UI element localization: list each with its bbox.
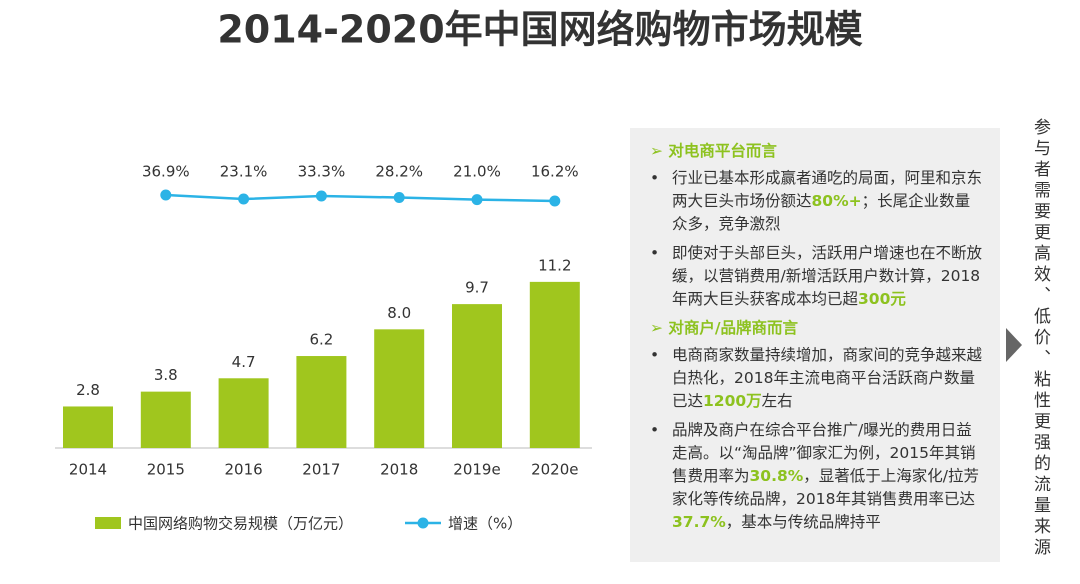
data-label: 11.2: [538, 256, 571, 274]
growth-marker: [549, 195, 561, 207]
section-heading: 对电商平台而言: [650, 140, 984, 163]
bullet-text: 即使对于头部巨头，活跃用户增速也在不断放缓，以营销费用/新增活跃用户数计算，20…: [672, 244, 983, 308]
bar: [63, 406, 113, 448]
bullet-text: 左右: [761, 392, 793, 410]
x-tick-label: 2019e: [453, 461, 500, 479]
arrow: [1006, 328, 1022, 362]
data-label: 21.0%: [453, 163, 501, 181]
data-label: 16.2%: [531, 163, 579, 181]
x-tick-label: 2015: [147, 461, 185, 479]
bar: [140, 391, 191, 448]
side-note: 参与者需要更高效、低价、粘性更强的流量来源: [1030, 118, 1050, 559]
bar: [452, 304, 502, 448]
x-tick-label: 2014: [69, 461, 107, 479]
highlight: 37.7%: [672, 513, 726, 531]
bar: [374, 329, 425, 448]
legend-label: 增速（%）: [448, 515, 522, 533]
data-label: 9.7: [465, 279, 489, 297]
growth-marker: [238, 193, 250, 205]
highlight: 80%+: [811, 192, 862, 210]
bullet: 品牌及商户在综合平台推广/曝光的费用日益走高。以“淘品牌”御家汇为例，2015年…: [650, 419, 984, 534]
bar: [218, 378, 269, 448]
x-tick-label: 2018: [380, 461, 418, 479]
highlight: 300元: [858, 290, 906, 308]
growth-marker: [393, 192, 405, 204]
bullet: 即使对于头部巨头，活跃用户增速也在不断放缓，以营销费用/新增活跃用户数计算，20…: [650, 242, 984, 311]
x-tick-label: 2020e: [531, 461, 578, 479]
data-label: 3.8: [154, 366, 178, 384]
growth-marker: [160, 189, 172, 201]
legend-marker: [95, 517, 121, 529]
growth-marker: [471, 194, 483, 206]
x-tick-label: 2016: [225, 461, 263, 479]
bar: [529, 281, 580, 448]
bullet-text: 行业已基本形成赢者通吃的局面，阿里和京东两大巨头市场份额达: [672, 169, 983, 210]
legend-label: 中国网络购物交易规模（万亿元）: [128, 515, 353, 533]
bar: [296, 356, 347, 448]
bullet-text: ，显著低于上海家化/拉芳家化等传统品牌，2018年其销售费用率已达: [672, 467, 980, 508]
section-heading: 对商户/品牌商而言: [650, 317, 984, 340]
data-label: 33.3%: [298, 163, 346, 181]
data-label: 8.0: [387, 304, 411, 322]
x-tick-label: 2017: [302, 461, 340, 479]
highlight: 1200万: [703, 392, 762, 410]
data-label: 23.1%: [220, 163, 268, 181]
data-label: 36.9%: [142, 163, 190, 181]
legend-marker: [417, 517, 429, 529]
data-label: 6.2: [309, 331, 333, 349]
growth-line: [165, 193, 555, 203]
bullet-text: ；长尾企业数量众多，竞争激烈: [672, 192, 971, 233]
highlight: 30.8%: [749, 467, 804, 485]
bullet-text: ，基本与传统品牌持平: [725, 513, 881, 531]
data-label: 4.7: [232, 353, 256, 371]
growth-marker: [315, 190, 327, 202]
chart-title: 2014-2020年中国网络购物市场规模: [217, 8, 862, 52]
bullet: 行业已基本形成赢者通吃的局面，阿里和京东两大巨头市场份额达80%+；长尾企业数量…: [650, 167, 984, 236]
data-label: 28.2%: [375, 163, 423, 181]
data-label: 2.8: [76, 381, 100, 399]
info-panel: 对电商平台而言行业已基本形成赢者通吃的局面，阿里和京东两大巨头市场份额达80%+…: [630, 128, 1000, 562]
bullet-text: 电商商家数量持续增加，商家间的竞争越来越白热化，2018年主流电商平台活跃商户数…: [672, 346, 983, 410]
bullet-text: 品牌及商户在综合平台推广/曝光的费用日益走高。以“淘品牌”御家汇为例，2015年…: [672, 421, 976, 485]
bullet: 电商商家数量持续增加，商家间的竞争越来越白热化，2018年主流电商平台活跃商户数…: [650, 344, 984, 413]
